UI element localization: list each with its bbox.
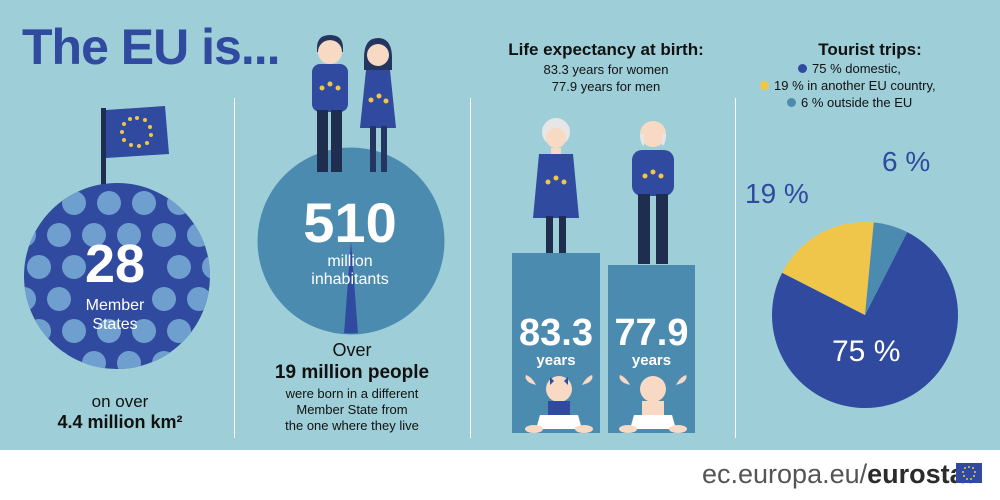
eu-badge-icon	[956, 463, 982, 483]
population-number: 510	[303, 191, 397, 254]
population-label-1: million	[327, 253, 373, 270]
pie-slice-in-another-eu-country	[782, 222, 874, 315]
life-expectancy-heading: Life expectancy at birth:	[508, 40, 704, 59]
baby-girl-icon	[525, 375, 593, 433]
area-prefix: on over	[91, 392, 149, 411]
footer	[0, 450, 1000, 500]
divider	[470, 98, 471, 438]
legend-outside-label: 6 % outside the EU	[801, 95, 913, 110]
migrants-line-1: were born in a different	[285, 386, 419, 401]
elderly-woman-icon	[533, 118, 579, 254]
globe-icon	[24, 183, 210, 369]
pie-label-other-eu: 19 %	[745, 178, 809, 209]
legend-outside: 6 % outside the EU	[787, 95, 995, 110]
women-unit: years	[536, 352, 576, 369]
life-expectancy-men-line: 77.9 years for men	[551, 79, 661, 94]
migrants-line-2: Member State from	[296, 402, 408, 417]
footer-brand: eurostat	[867, 459, 974, 489]
tourism-heading: Tourist trips:	[818, 40, 922, 59]
legend-swatch-domestic	[798, 64, 807, 73]
eu-flag-icon	[101, 106, 169, 208]
over-label: Over	[332, 340, 372, 360]
pie-slice-domestic	[772, 232, 958, 408]
legend-swatch-outside	[787, 98, 796, 107]
legend-domestic: 75 % domestic,	[798, 61, 993, 76]
population-circle	[257, 147, 445, 335]
elderly-man-icon	[632, 121, 674, 264]
migrants-line-3: the one where they live	[285, 418, 419, 433]
area-value: 4.4 million km²	[57, 412, 183, 432]
divider	[234, 98, 235, 438]
legend-domestic-label: 75 % domestic,	[812, 61, 901, 76]
migrants-value: 19 million people	[274, 362, 430, 383]
legend-other-eu-label: 19 % in another EU country,	[774, 78, 936, 93]
legend-swatch-other-eu	[760, 81, 769, 90]
member-states-number: 28	[84, 234, 146, 294]
baby-boy-icon	[619, 375, 687, 433]
page-title: The EU is...	[22, 19, 281, 75]
men-unit: years	[631, 352, 672, 369]
legend-other-eu: 19 % in another EU country,	[760, 78, 995, 93]
member-states-label-1: Member	[85, 297, 145, 314]
pie-slice-outside-the-eu	[865, 222, 908, 315]
women-value: 83.3	[519, 312, 593, 354]
couple-icon	[312, 35, 396, 172]
footer-link[interactable]: ec.europa.eu/eurostat	[702, 459, 974, 490]
member-states-label-2: States	[92, 316, 138, 333]
pie-label-domestic: 75 %	[832, 335, 901, 368]
men-value: 77.9	[614, 312, 689, 354]
life-expectancy-women-line: 83.3 years for women	[543, 62, 669, 77]
pie-label-outside: 6 %	[882, 146, 931, 177]
divider	[735, 98, 736, 438]
population-label-2: inhabitants	[311, 271, 389, 288]
tourism-pie-chart	[772, 222, 958, 408]
footer-domain: ec.europa.eu/	[702, 459, 868, 489]
